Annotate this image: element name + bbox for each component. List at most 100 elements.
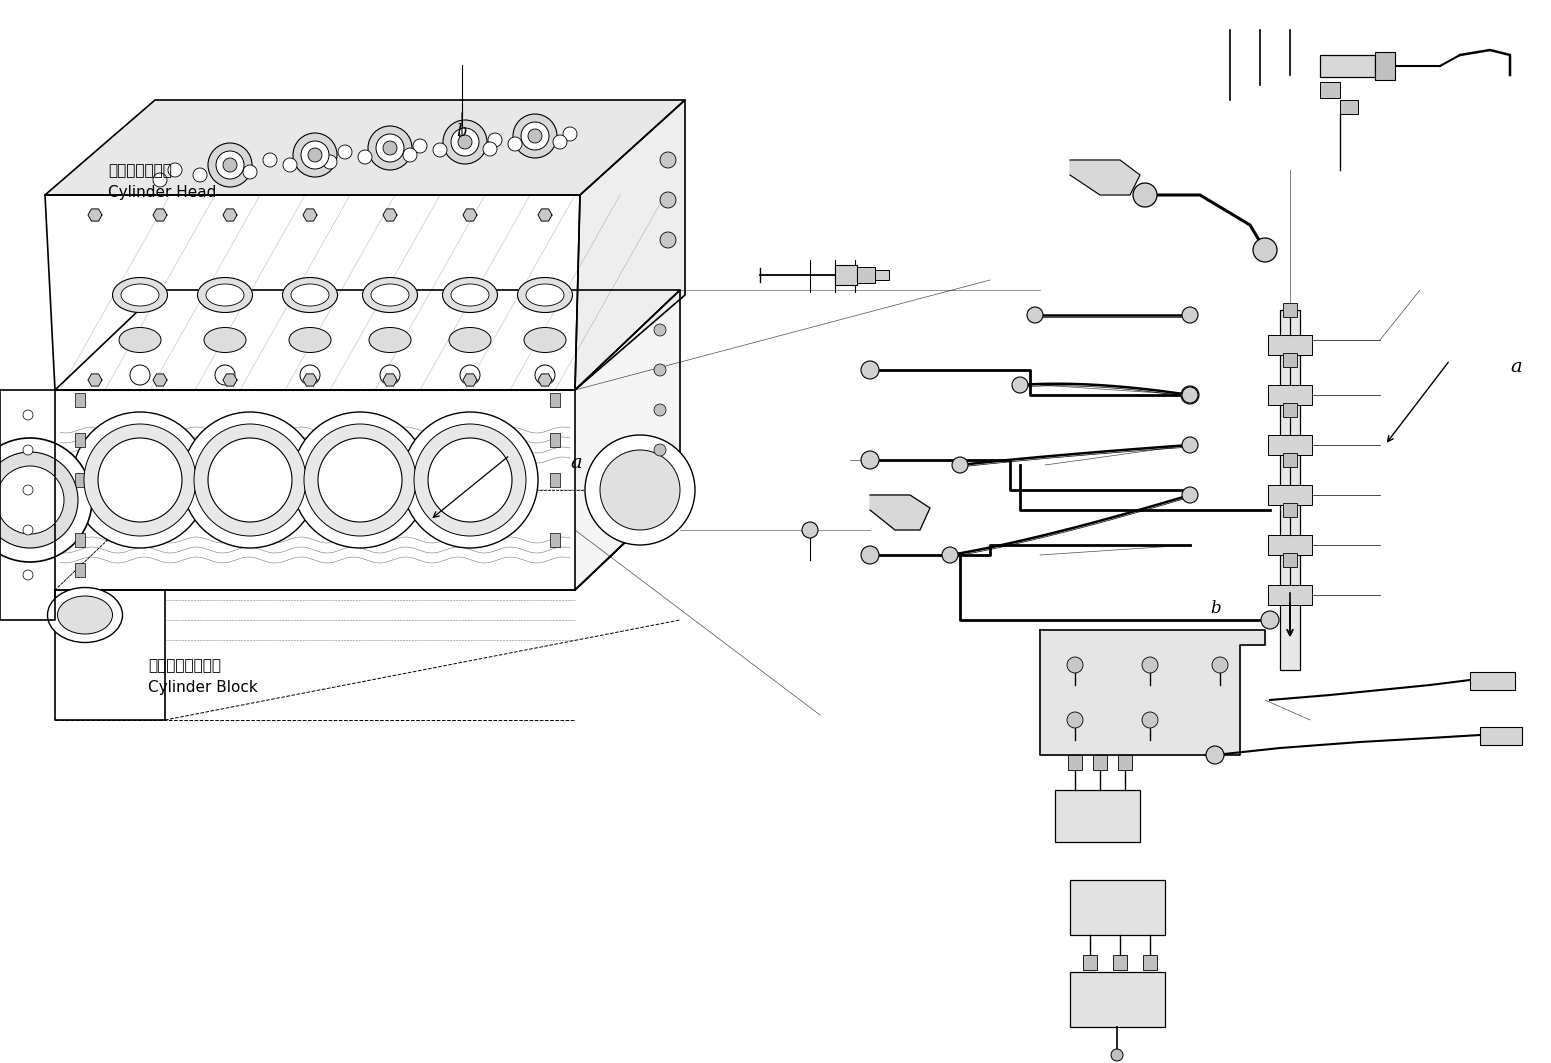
Bar	[1283, 303, 1297, 317]
Circle shape	[554, 135, 568, 149]
Bar	[1269, 385, 1312, 405]
Circle shape	[861, 451, 879, 469]
Circle shape	[216, 365, 236, 385]
Circle shape	[661, 152, 676, 168]
Circle shape	[154, 173, 168, 187]
Circle shape	[661, 232, 676, 248]
Circle shape	[451, 128, 479, 156]
Circle shape	[130, 365, 150, 385]
Polygon shape	[88, 374, 102, 386]
Bar	[1269, 585, 1312, 605]
Circle shape	[208, 438, 292, 522]
Text: シリンダブロック: シリンダブロック	[147, 658, 220, 673]
Circle shape	[509, 137, 523, 151]
Text: シリンダヘッド: シリンダヘッド	[109, 163, 172, 178]
Text: a: a	[1511, 358, 1522, 376]
Bar	[834, 265, 858, 285]
Circle shape	[244, 165, 257, 179]
Polygon shape	[223, 374, 237, 386]
Bar	[1118, 755, 1132, 770]
Polygon shape	[383, 209, 397, 221]
Polygon shape	[302, 374, 316, 386]
Ellipse shape	[121, 284, 160, 306]
Ellipse shape	[442, 277, 498, 313]
Bar	[1269, 485, 1312, 505]
Polygon shape	[45, 100, 686, 195]
Circle shape	[168, 163, 181, 178]
Polygon shape	[154, 374, 168, 386]
Polygon shape	[538, 374, 552, 386]
Circle shape	[1253, 238, 1276, 261]
Circle shape	[368, 126, 413, 170]
Circle shape	[1182, 437, 1197, 453]
Circle shape	[521, 122, 549, 150]
Ellipse shape	[57, 596, 113, 634]
Circle shape	[661, 192, 676, 208]
Circle shape	[1067, 657, 1083, 673]
Circle shape	[23, 485, 33, 495]
Circle shape	[861, 361, 879, 379]
Bar	[1070, 972, 1165, 1027]
Bar	[1083, 955, 1097, 971]
Polygon shape	[88, 209, 102, 221]
Bar	[1283, 353, 1297, 367]
Polygon shape	[575, 100, 686, 390]
Circle shape	[0, 466, 64, 534]
Circle shape	[299, 365, 320, 385]
Circle shape	[482, 142, 496, 156]
Circle shape	[1111, 1049, 1123, 1061]
Bar	[1269, 535, 1312, 555]
Circle shape	[444, 120, 487, 164]
Circle shape	[23, 410, 33, 420]
Circle shape	[0, 452, 78, 549]
Ellipse shape	[206, 284, 244, 306]
Bar	[1470, 672, 1515, 690]
Polygon shape	[383, 374, 397, 386]
Bar	[1283, 403, 1297, 417]
Circle shape	[535, 365, 555, 385]
Circle shape	[403, 148, 417, 162]
Ellipse shape	[113, 277, 168, 313]
Bar	[1070, 880, 1165, 935]
Circle shape	[1207, 746, 1224, 764]
Polygon shape	[1041, 630, 1266, 755]
Bar	[1480, 727, 1522, 745]
Circle shape	[655, 404, 665, 416]
Polygon shape	[45, 195, 580, 390]
Circle shape	[1142, 657, 1159, 673]
Circle shape	[527, 129, 541, 144]
Ellipse shape	[197, 277, 253, 313]
Bar	[875, 270, 889, 280]
Bar	[1055, 790, 1140, 842]
Circle shape	[952, 457, 968, 473]
Circle shape	[98, 438, 181, 522]
Circle shape	[1027, 307, 1042, 323]
Circle shape	[655, 364, 665, 376]
Circle shape	[304, 424, 416, 536]
Circle shape	[282, 158, 296, 172]
Polygon shape	[54, 290, 679, 390]
Circle shape	[223, 158, 237, 172]
Circle shape	[23, 525, 33, 535]
Circle shape	[358, 150, 372, 164]
Circle shape	[264, 153, 278, 167]
Polygon shape	[1070, 161, 1140, 195]
Circle shape	[585, 435, 695, 545]
Circle shape	[402, 412, 538, 549]
Ellipse shape	[371, 284, 409, 306]
Text: Cylinder Block: Cylinder Block	[147, 680, 257, 695]
Circle shape	[216, 151, 244, 179]
Circle shape	[375, 134, 403, 162]
Bar	[1320, 55, 1376, 77]
Polygon shape	[223, 209, 237, 221]
Circle shape	[1180, 386, 1199, 404]
Bar	[74, 393, 85, 407]
Bar	[1280, 310, 1300, 670]
Bar	[1143, 955, 1157, 971]
Ellipse shape	[524, 327, 566, 353]
Ellipse shape	[48, 588, 123, 642]
Circle shape	[208, 144, 251, 187]
Bar	[74, 433, 85, 448]
Circle shape	[861, 546, 879, 564]
Bar	[551, 433, 560, 448]
